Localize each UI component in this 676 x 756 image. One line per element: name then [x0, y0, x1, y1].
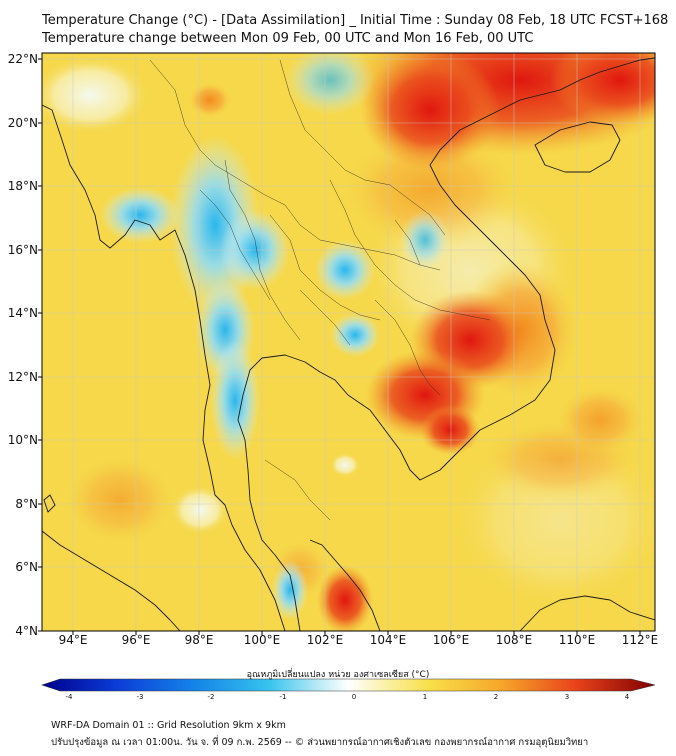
cold-region-west [100, 187, 180, 243]
colorbar-tick-label: -1 [279, 693, 287, 701]
colorbar-tick-label: 2 [493, 693, 499, 701]
lon-tick-label: 96°E [121, 633, 151, 647]
chart-title: Temperature Change (°C) - [Data Assimila… [42, 13, 669, 28]
lon-tick-label: 104°E [369, 633, 407, 647]
footer-model-info: WRF-DA Domain 01 :: Grid Resolution 9km … [51, 720, 286, 731]
lat-tick-label: 22°N [7, 52, 38, 66]
colorbar [41, 678, 656, 692]
lat-tick-label: 4°N [15, 624, 38, 638]
lon-tick-label: 98°E [184, 633, 214, 647]
colorbar-tick-label: -3 [136, 693, 144, 701]
cold-region-peninsula [210, 340, 260, 460]
axis-ticks [38, 58, 641, 635]
lon-tick-label: 110°E [558, 633, 596, 647]
graticule [42, 53, 655, 631]
colorbar-tick-label: 3 [564, 693, 570, 701]
chart-subtitle: Temperature change between Mon 09 Feb, 0… [42, 31, 534, 46]
lon-tick-label: 102°E [306, 633, 344, 647]
colorbar-tick-label: -2 [207, 693, 215, 701]
colorbar-tick-label: 0 [351, 693, 357, 701]
lat-tick-label: 14°N [7, 306, 38, 320]
lon-tick-label: 112°E [621, 633, 659, 647]
warm-patch [188, 82, 232, 118]
lon-tick-label: 100°E [243, 633, 281, 647]
map-frame [41, 52, 656, 632]
coastlines [42, 57, 655, 631]
colorbar-tick-label: 1 [422, 693, 428, 701]
temperature-field [42, 53, 655, 631]
lat-tick-label: 6°N [15, 560, 38, 574]
hot-region-south [317, 565, 373, 631]
lat-tick-label: 18°N [7, 179, 38, 193]
footer-credit: ปรับปรุงข้อมูล ณ เวลา 01:00น. วัน จ. ที่… [51, 737, 589, 748]
lat-tick-label: 16°N [7, 243, 38, 257]
lat-tick-label: 12°N [7, 370, 38, 384]
lat-tick-label: 10°N [7, 433, 38, 447]
colorbar-tick-label: -4 [65, 693, 73, 701]
colorbar-tick-label: 4 [624, 693, 630, 701]
lon-tick-label: 108°E [495, 633, 533, 647]
lat-tick-label: 20°N [7, 116, 38, 130]
admin-borders [149, 59, 491, 521]
lon-tick-label: 94°E [58, 633, 88, 647]
colorbar-label: อุณหภูมิเปลี่ยนแปลง หน่วย องศาเซลเซียส (… [246, 670, 430, 680]
lat-tick-label: 8°N [15, 497, 38, 511]
lon-tick-label: 106°E [432, 633, 470, 647]
